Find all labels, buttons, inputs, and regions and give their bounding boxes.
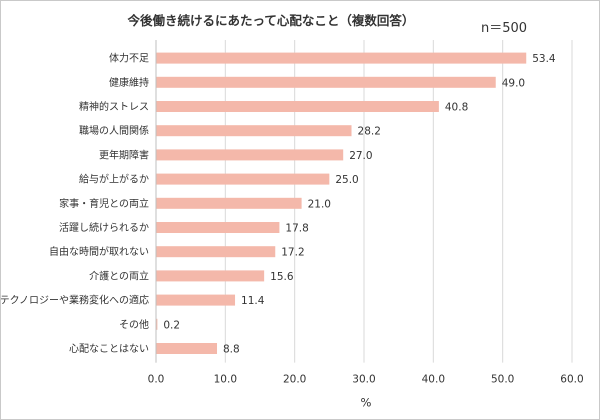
x-tick-label: 60.0: [560, 374, 583, 386]
x-tick-label: 30.0: [352, 374, 375, 386]
bar: [156, 173, 330, 185]
bar: [156, 270, 265, 282]
value-label: 11.4: [241, 295, 265, 307]
bar: [156, 294, 236, 306]
bar: [156, 343, 218, 354]
bar: [156, 246, 276, 258]
category-label: テクノロジーや業務変化への適応: [1, 294, 149, 307]
x-tick-label: 10.0: [214, 374, 237, 386]
bar: [156, 149, 344, 161]
category-label: 更年期障害: [99, 148, 149, 161]
category-label: 健康維持: [109, 76, 149, 89]
value-label: 28.2: [358, 126, 381, 138]
value-label: 27.0: [349, 150, 372, 162]
category-label: その他: [119, 318, 149, 331]
value-label: 0.2: [163, 319, 180, 331]
bar: [156, 101, 439, 112]
category-label: 心配なことはない: [69, 343, 149, 355]
x-tick-label: 0.0: [148, 374, 165, 386]
x-tick-label: 40.0: [422, 374, 445, 386]
bar: [156, 222, 280, 233]
value-label: 40.8: [445, 102, 468, 114]
value-label: 53.4: [532, 53, 556, 65]
category-label: 介護との両立: [89, 269, 149, 282]
value-label: 8.8: [223, 344, 240, 356]
bar: [156, 318, 158, 330]
bar: [156, 76, 496, 88]
value-label: 21.0: [308, 198, 331, 210]
chart-title: 今後働き続けるにあたって心配なこと（複数回答）: [127, 13, 415, 28]
value-label: 17.2: [281, 247, 304, 259]
sample-size-note: n＝500: [481, 21, 528, 36]
bar: [156, 52, 527, 64]
category-label: 活躍し続けられるか: [59, 221, 149, 234]
value-label: 15.6: [270, 271, 294, 283]
value-label: 17.8: [285, 223, 308, 235]
value-label: 49.0: [502, 77, 525, 89]
category-label: 自由な時間が取れない: [49, 245, 149, 258]
bar: [156, 197, 302, 209]
value-label: 25.0: [335, 174, 358, 186]
bar: [156, 125, 352, 137]
category-label: 体力不足: [109, 52, 149, 65]
x-tick-label: 20.0: [283, 374, 306, 386]
category-label: 給与が上がるか: [79, 173, 149, 186]
category-label: 職場の人間関係: [79, 124, 149, 137]
category-label: 精神的ストレス: [79, 100, 149, 113]
x-axis-label: %: [361, 396, 372, 410]
x-tick-label: 50.0: [491, 374, 514, 386]
category-label: 家事・育児との両立: [59, 197, 149, 210]
